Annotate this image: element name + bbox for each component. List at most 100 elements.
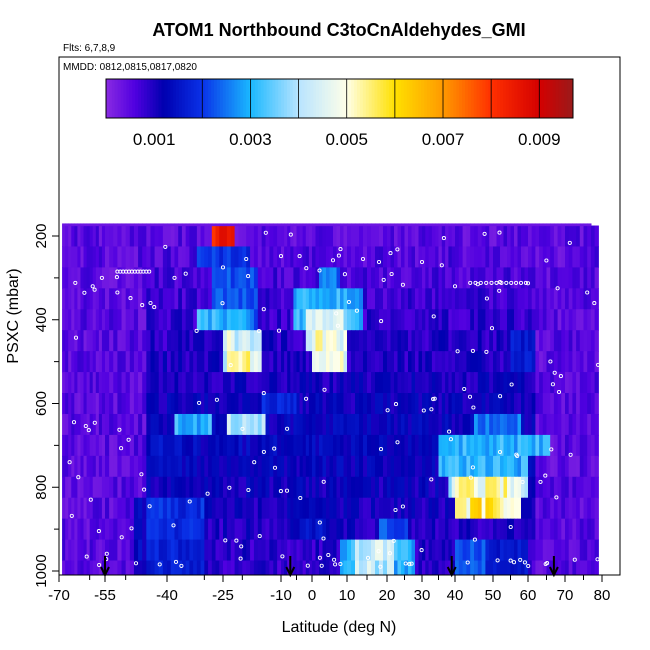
- heatmap-cell: [387, 225, 392, 248]
- heatmap-cell: [101, 330, 106, 352]
- heatmap-cell: [257, 539, 263, 562]
- heatmap-cell: [524, 476, 529, 499]
- heatmap-cell: [448, 372, 453, 394]
- colorbar-segment: [409, 79, 413, 118]
- heatmap-cell: [394, 225, 399, 248]
- heatmap-cell: [86, 309, 91, 331]
- sample-point: [596, 362, 601, 367]
- heatmap-cell: [397, 497, 402, 520]
- heatmap-cell: [238, 393, 243, 415]
- heatmap-cell: [418, 393, 423, 415]
- heatmap-cell: [340, 518, 345, 541]
- heatmap-cell: [415, 246, 420, 269]
- heatmap-cell: [510, 560, 515, 575]
- heatmap-cell: [355, 413, 360, 436]
- heatmap-cell: [390, 267, 395, 289]
- heatmap-cell: [503, 223, 508, 227]
- heatmap-cell: [196, 330, 202, 352]
- heatmap-cell: [305, 539, 310, 562]
- heatmap-cell: [470, 518, 475, 541]
- heatmap-cell: [524, 267, 529, 289]
- heatmap-cell: [428, 455, 433, 478]
- heatmap-cell: [226, 223, 232, 227]
- heatmap-cell: [572, 539, 577, 562]
- heatmap-cell: [493, 330, 498, 352]
- heatmap-cell: [92, 518, 97, 541]
- heatmap-cell: [238, 223, 243, 227]
- heatmap-cell: [92, 309, 97, 331]
- heatmap-cell: [418, 413, 423, 436]
- colorbar-segment: [432, 79, 437, 118]
- colorbar-segment: [266, 79, 270, 118]
- heatmap-cell: [92, 288, 97, 310]
- heatmap-cell: [594, 225, 599, 248]
- heatmap-cell: [138, 330, 143, 352]
- colorbar-segment: [540, 79, 545, 118]
- heatmap-cell: [89, 223, 94, 227]
- heatmap-cell: [546, 476, 551, 499]
- heatmap-cell: [517, 351, 522, 373]
- heatmap-cell: [215, 413, 220, 436]
- sample-point: [69, 513, 74, 518]
- heatmap-cell: [83, 497, 88, 520]
- heatmap-cell: [521, 434, 526, 457]
- heatmap-cell: [74, 225, 78, 248]
- heatmap-cell: [105, 455, 110, 478]
- heatmap-cell: [507, 476, 512, 499]
- sample-point: [256, 329, 262, 334]
- heatmap-cell: [510, 225, 515, 248]
- heatmap-cell: [305, 393, 310, 415]
- heatmap-cell: [162, 393, 168, 415]
- heatmap-cell: [234, 434, 240, 457]
- heatmap-cell: [230, 539, 236, 562]
- heatmap-cell: [178, 288, 183, 310]
- heatmap-cell: [189, 372, 194, 394]
- heatmap-cell: [583, 455, 588, 478]
- heatmap-cell: [579, 518, 585, 541]
- heatmap-cell: [86, 225, 91, 248]
- heatmap-cell: [196, 539, 202, 562]
- heatmap-cell: [550, 309, 555, 331]
- heatmap-cell: [170, 539, 176, 562]
- heatmap-cell: [379, 413, 384, 436]
- heatmap-cell: [489, 393, 494, 415]
- heatmap-cell: [196, 309, 202, 331]
- colorbar-segment: [295, 79, 300, 118]
- colorbar-segment: [304, 79, 308, 118]
- heatmap-cell: [226, 413, 232, 436]
- heatmap-cell: [125, 309, 131, 331]
- heatmap-cell: [455, 539, 460, 562]
- heatmap-cell: [234, 330, 240, 352]
- heatmap-cell: [458, 413, 464, 436]
- heatmap-cell: [503, 434, 508, 457]
- heatmap-cell: [158, 560, 164, 575]
- heatmap-cell: [208, 560, 213, 575]
- heatmap-cell: [474, 372, 479, 394]
- sample-point: [388, 251, 393, 256]
- heatmap-cell: [113, 560, 118, 575]
- sample-point: [92, 420, 97, 425]
- heatmap-cell: [138, 246, 143, 269]
- heatmap-cell: [553, 476, 559, 499]
- heatmap-cell: [80, 330, 85, 352]
- sample-point: [317, 520, 322, 525]
- colorbar-segment: [418, 79, 422, 118]
- heatmap-cell: [105, 351, 110, 373]
- heatmap-cell: [425, 372, 430, 394]
- colorbar-segment: [336, 79, 340, 118]
- heatmap-cell: [503, 351, 508, 373]
- heatmap-cell: [101, 288, 106, 310]
- heatmap-cell: [65, 413, 69, 436]
- heatmap-cell: [336, 330, 341, 352]
- heatmap-cell: [62, 413, 66, 436]
- sample-point: [387, 551, 392, 556]
- heatmap-cell: [503, 560, 508, 575]
- heatmap-cell: [458, 351, 464, 373]
- heatmap-cell: [121, 223, 127, 227]
- heatmap-cell: [74, 267, 78, 289]
- heatmap-cell: [117, 518, 123, 541]
- heatmap-cell: [435, 267, 440, 289]
- heatmap-cell: [517, 330, 522, 352]
- colorbar-segment: [108, 79, 113, 118]
- heatmap-cell: [489, 434, 494, 457]
